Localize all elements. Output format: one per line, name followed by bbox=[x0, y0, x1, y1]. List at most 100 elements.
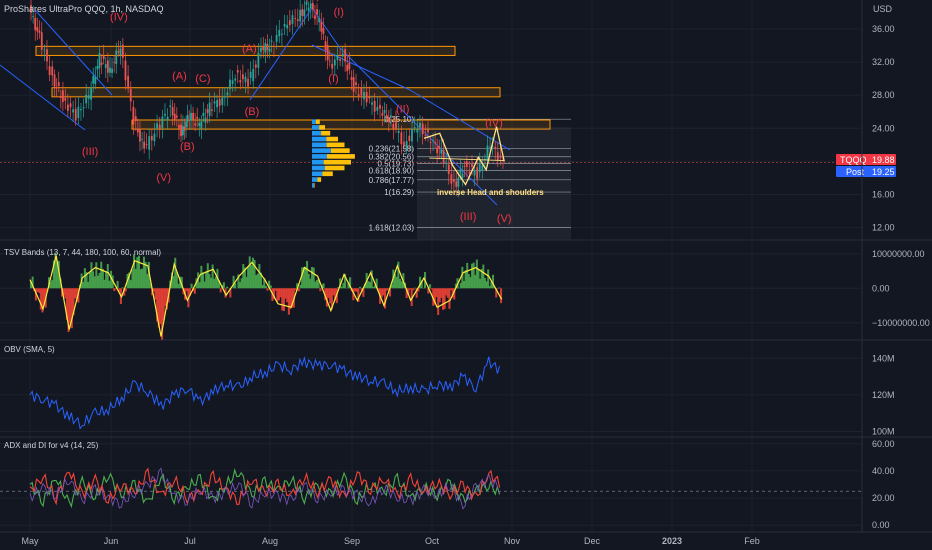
candle-body bbox=[134, 116, 137, 122]
tsv-bar bbox=[208, 274, 211, 289]
tsv-bar bbox=[480, 268, 483, 289]
candle-body bbox=[416, 128, 419, 133]
candle-body bbox=[59, 95, 62, 98]
candle-body bbox=[206, 109, 209, 113]
tsv-bands-pane[interactable]: 10000000.00 0.00 −10000000.00 bbox=[29, 249, 930, 341]
candle-body bbox=[288, 20, 291, 26]
tsv-bar bbox=[498, 287, 501, 289]
tsv-bar bbox=[218, 280, 221, 289]
tsv-bar bbox=[472, 262, 475, 289]
price-pane[interactable]: 0(25.10) 0.236(21.58)0.382(20.56)0.5(19.7… bbox=[0, 0, 862, 240]
candle-body bbox=[318, 18, 321, 23]
tsv-bar bbox=[354, 288, 357, 292]
candle-body bbox=[296, 19, 299, 21]
tsv-bar bbox=[312, 267, 315, 289]
tsv-bar bbox=[210, 277, 213, 289]
candle-body bbox=[496, 152, 499, 161]
trendline bbox=[339, 47, 498, 206]
volume-profile-bar-down bbox=[313, 183, 315, 188]
tsv-bar bbox=[180, 277, 183, 289]
last-price-badge: TQQQ 19.88 bbox=[836, 154, 896, 165]
tsv-bar bbox=[141, 268, 144, 289]
tsv-bar bbox=[430, 288, 433, 290]
tsv-bar bbox=[147, 262, 150, 289]
resistance-zone bbox=[35, 45, 456, 56]
volume-profile-bar-down bbox=[323, 159, 351, 165]
tsv-bar bbox=[299, 284, 302, 289]
candle-body bbox=[286, 24, 289, 29]
candle-body bbox=[371, 102, 373, 105]
candle-body bbox=[150, 135, 153, 141]
candle-body bbox=[69, 103, 72, 108]
tsv-bar bbox=[118, 288, 121, 292]
candle-body bbox=[463, 166, 466, 167]
tsv-bar bbox=[243, 267, 246, 289]
tsv-bar bbox=[250, 265, 253, 289]
post-price-badge: Post 19.25 bbox=[836, 166, 896, 177]
time-tick-label: Feb bbox=[744, 536, 760, 546]
tsv-bar bbox=[161, 288, 164, 341]
volume-profile-bar-up bbox=[312, 125, 320, 130]
tsv-bar bbox=[339, 278, 342, 289]
candle-body bbox=[208, 102, 211, 116]
neckline bbox=[429, 157, 505, 161]
tsv-bar bbox=[352, 288, 355, 301]
candle-body bbox=[481, 165, 484, 171]
tsv-bar bbox=[245, 276, 248, 289]
tsv-bar bbox=[291, 288, 294, 308]
tsv-bar bbox=[359, 286, 362, 289]
candle-body bbox=[314, 15, 316, 19]
candle-body bbox=[281, 33, 283, 35]
pattern-drawing bbox=[423, 126, 505, 186]
tsv-bar bbox=[466, 262, 469, 289]
tsv-bar bbox=[362, 288, 365, 297]
tsv-bar bbox=[375, 278, 378, 289]
tsv-bar bbox=[242, 264, 245, 289]
tsv-bar bbox=[106, 263, 109, 289]
tsv-bar bbox=[450, 288, 453, 291]
tsv-bar bbox=[420, 280, 423, 289]
candle-body bbox=[363, 91, 365, 100]
volume-profile-bar-up bbox=[312, 154, 328, 159]
tsv-bar bbox=[185, 288, 188, 292]
tsv-line bbox=[29, 255, 503, 337]
tsv-bar bbox=[454, 283, 457, 289]
candle-body bbox=[127, 75, 130, 89]
tsv-bar bbox=[198, 282, 201, 289]
candle-body bbox=[74, 108, 77, 121]
tsv-bar bbox=[380, 288, 383, 298]
tsv-bar bbox=[415, 288, 418, 298]
wave-label: (IV) bbox=[485, 118, 503, 130]
volume-profile-bar-up bbox=[312, 142, 327, 148]
tsv-bar bbox=[432, 288, 435, 306]
fib-level-label: 0.5(19.73) bbox=[378, 160, 415, 169]
candle-body bbox=[419, 122, 421, 128]
price-tick-label: 16.00 bbox=[872, 189, 895, 199]
candle-body bbox=[264, 43, 267, 53]
obv-pane[interactable]: 140M 120M 100M bbox=[29, 353, 895, 437]
tsv-bar bbox=[274, 288, 277, 291]
volume-profile-bar-up bbox=[312, 183, 314, 188]
obv-tick-label: 140M bbox=[872, 353, 895, 363]
tsv-bar bbox=[435, 288, 438, 297]
wave-label: (A) bbox=[242, 43, 257, 55]
tsv-bar bbox=[49, 282, 52, 289]
tsv-tick-label: 0.00 bbox=[872, 283, 890, 293]
tsv-bar bbox=[385, 288, 388, 291]
candle-body bbox=[299, 10, 302, 22]
candle-body bbox=[381, 112, 384, 116]
tsv-bar bbox=[54, 252, 57, 289]
fib-level-label: 0(25.10) bbox=[384, 115, 414, 124]
volume-profile-bar-down bbox=[326, 142, 345, 148]
candle-body bbox=[254, 64, 257, 68]
tsv-bar bbox=[82, 281, 85, 289]
tsv-bar bbox=[367, 281, 370, 289]
tsv-bar bbox=[51, 279, 54, 289]
candle-body bbox=[244, 76, 247, 83]
tsv-bar bbox=[319, 288, 322, 292]
wave-label: (II) bbox=[396, 104, 409, 116]
candle-body bbox=[158, 124, 161, 129]
adx-pane[interactable]: 60.00 40.00 20.00 0.00 bbox=[0, 439, 895, 530]
